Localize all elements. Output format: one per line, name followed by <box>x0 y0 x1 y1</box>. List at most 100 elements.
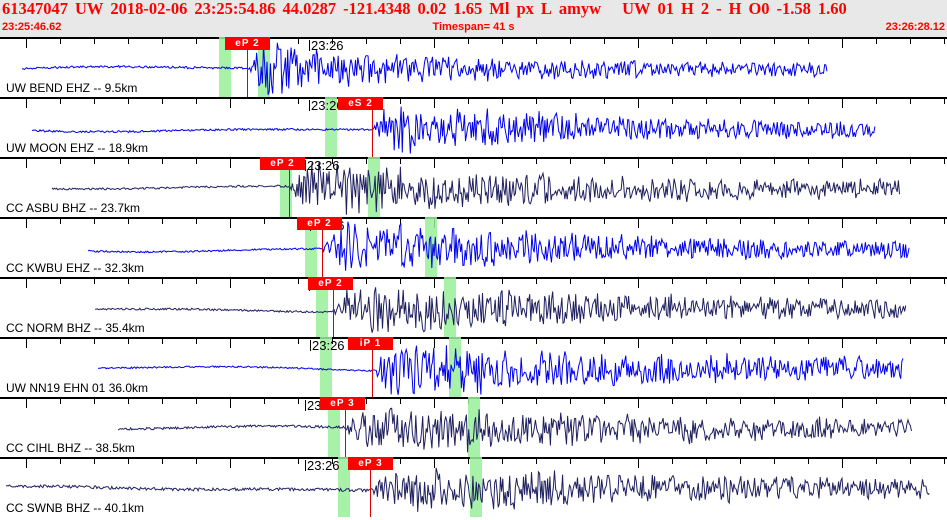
axis-tick-minor <box>774 339 775 344</box>
axis-tick-minor <box>604 219 605 224</box>
phase-pick-line[interactable] <box>322 217 323 277</box>
axis-tick-major <box>638 219 639 228</box>
phase-pick-label[interactable]: eP 2 <box>308 277 353 290</box>
time-label-text: 23:26 <box>307 458 340 473</box>
axis-tick-minor <box>672 339 673 344</box>
axis-tick-minor <box>468 99 469 104</box>
axis-tick-minor <box>162 159 163 164</box>
axis-tick-minor <box>944 219 945 224</box>
ref-h: H <box>681 0 694 18</box>
axis-tick-major <box>638 99 639 108</box>
axis-tick-minor <box>332 159 333 164</box>
trace-row[interactable]: eS 2 23:26 UW MOON EHZ -- 18.9km <box>0 97 947 157</box>
axis-tick-major <box>434 99 435 108</box>
axis-tick-minor <box>944 459 945 464</box>
axis-tick-minor <box>400 99 401 104</box>
station-label: CC CIHL BHZ -- 38.5km <box>6 441 135 455</box>
axis-tick-minor <box>502 339 503 344</box>
axis-tick-minor <box>162 399 163 404</box>
axis-tick-minor <box>400 159 401 164</box>
axis-tick-minor <box>604 99 605 104</box>
axis-line <box>0 277 947 279</box>
axis-tick-minor <box>876 159 877 164</box>
trace-axis <box>0 97 947 108</box>
axis-tick-major <box>638 159 639 168</box>
axis-tick-minor <box>808 159 809 164</box>
axis-tick-major <box>842 279 843 288</box>
pick-window-band <box>338 457 350 517</box>
axis-line <box>0 97 947 99</box>
trace-row[interactable]: eP 2 23:26 UW BEND EHZ -- 9.5km <box>0 37 947 97</box>
trace-axis <box>0 157 947 168</box>
axis-tick-minor <box>740 39 741 44</box>
waveform <box>0 157 947 217</box>
waveform <box>0 457 947 517</box>
axis-tick-minor <box>468 279 469 284</box>
station-label: CC ASBU BHZ -- 23.7km <box>6 201 141 215</box>
axis-tick-minor <box>876 279 877 284</box>
axis-tick-minor <box>502 459 503 464</box>
axis-tick-minor <box>876 399 877 404</box>
axis-tick-minor <box>196 459 197 464</box>
axis-tick-minor <box>264 279 265 284</box>
residual-max: 1.60 <box>817 0 847 18</box>
axis-tick-minor <box>468 39 469 44</box>
phase-pick-label[interactable]: eP 3 <box>320 397 365 410</box>
phase-pick-line[interactable] <box>289 157 290 217</box>
event-latitude: 44.0287 <box>282 0 337 18</box>
axis-tick-minor <box>536 459 537 464</box>
time-label: 23:26 <box>305 458 340 473</box>
event-author: amyw <box>558 0 602 18</box>
axis-tick-minor <box>570 159 571 164</box>
axis-tick-minor <box>808 99 809 104</box>
axis-tick-minor <box>876 99 877 104</box>
phase-pick-label[interactable]: eP 3 <box>348 457 393 470</box>
axis-tick-minor <box>910 279 911 284</box>
phase-pick-line[interactable] <box>345 397 346 457</box>
axis-tick-minor <box>128 459 129 464</box>
axis-tick-minor <box>128 99 129 104</box>
phase-pick-label[interactable]: eS 2 <box>338 97 383 110</box>
axis-tick-minor <box>264 399 265 404</box>
axis-tick-major <box>26 459 27 468</box>
axis-tick-minor <box>400 279 401 284</box>
axis-tick-minor <box>740 339 741 344</box>
phase-pick-label[interactable]: eP 2 <box>297 217 342 230</box>
phase-pick-line[interactable] <box>333 277 334 337</box>
axis-tick-minor <box>128 399 129 404</box>
axis-tick-minor <box>706 279 707 284</box>
window-end-time: 23:26:28.12 <box>885 21 945 33</box>
pick-window-band <box>316 277 328 337</box>
phase-pick-line[interactable] <box>372 97 373 157</box>
axis-tick-minor <box>604 39 605 44</box>
ref-dash: - <box>716 0 722 18</box>
axis-tick-major <box>434 459 435 468</box>
axis-tick-major <box>842 99 843 108</box>
phase-pick-line[interactable] <box>372 337 373 397</box>
axis-tick-minor <box>60 279 61 284</box>
phase-pick-label[interactable]: eP 2 <box>260 157 305 170</box>
axis-tick-major <box>434 339 435 348</box>
phase-pick-line[interactable] <box>247 37 248 97</box>
phase-pick-label[interactable]: eP 2 <box>225 37 270 50</box>
trace-row[interactable]: eP 2 23:26 CC ASBU BHZ -- 23.7km <box>0 157 947 217</box>
axis-tick-minor <box>196 339 197 344</box>
station-label: UW MOON EHZ -- 18.9km <box>6 141 149 155</box>
axis-tick-minor <box>672 99 673 104</box>
trace-row[interactable]: iP 1 23:26 UW NN19 EHN 01 36.0km <box>0 337 947 397</box>
axis-tick-minor <box>910 159 911 164</box>
time-tick-mark <box>305 160 306 171</box>
axis-tick-minor <box>60 339 61 344</box>
axis-tick-minor <box>94 99 95 104</box>
ref-2: 2 <box>700 0 710 18</box>
axis-tick-minor <box>162 339 163 344</box>
phase-pick-line[interactable] <box>370 457 371 517</box>
axis-tick-minor <box>774 459 775 464</box>
phase-pick-label[interactable]: iP 1 <box>348 337 393 350</box>
trace-row[interactable]: eP 3 23:26 CC SWNB BHZ -- 40.1km <box>0 457 947 517</box>
axis-tick-minor <box>162 99 163 104</box>
axis-tick-minor <box>468 219 469 224</box>
